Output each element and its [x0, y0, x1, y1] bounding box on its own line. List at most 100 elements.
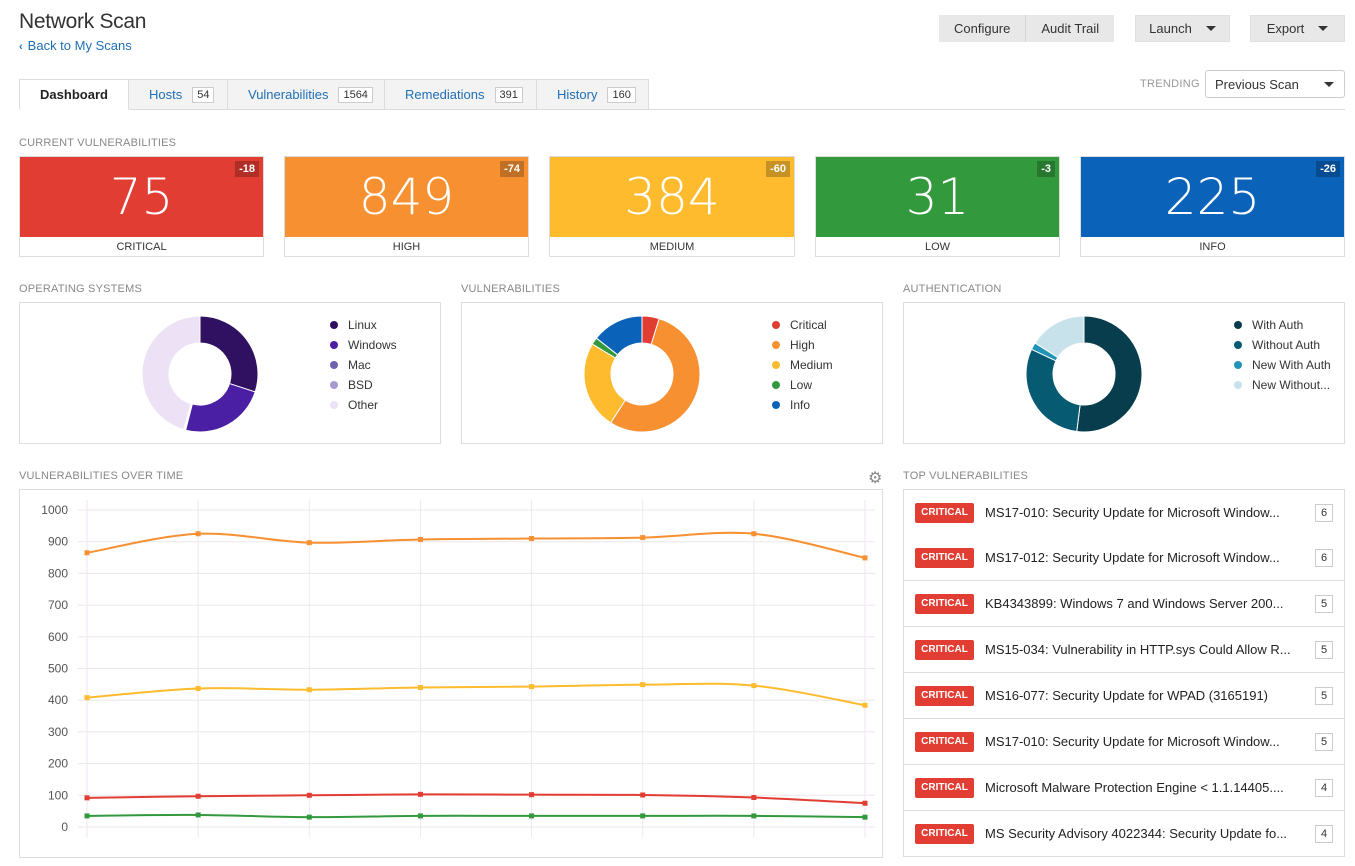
os-legend: Linux Windows Mac BSD Other: [330, 315, 397, 415]
severity-card-info[interactable]: 225 -26 INFO: [1080, 156, 1345, 257]
tab-count-badge: 391: [494, 86, 523, 103]
severity-card-low[interactable]: 31 -3 LOW: [815, 156, 1060, 257]
data-point[interactable]: [417, 813, 423, 819]
legend-item[interactable]: Medium: [772, 355, 833, 375]
data-point[interactable]: [306, 792, 312, 798]
data-point[interactable]: [84, 813, 90, 819]
donut-slice[interactable]: [1034, 315, 1085, 359]
vuln-name: MS17-010: Security Update for Microsoft …: [985, 505, 1280, 520]
donut-slice[interactable]: [1025, 348, 1081, 433]
data-point[interactable]: [751, 683, 757, 689]
auth-label: AUTHENTICATION: [903, 283, 1002, 295]
back-to-scans-link[interactable]: ‹ Back to My Scans: [19, 38, 132, 53]
gear-icon[interactable]: ⚙: [868, 470, 883, 487]
legend-item[interactable]: Other: [330, 395, 397, 415]
top-vuln-row[interactable]: CRITICAL KB4343899: Windows 7 and Windows…: [903, 581, 1345, 627]
legend-item[interactable]: Without Auth: [1234, 335, 1331, 355]
top-vuln-row[interactable]: CRITICAL MS15-034: Vulnerability in HTTP.…: [903, 627, 1345, 673]
data-point[interactable]: [306, 540, 312, 546]
legend-item[interactable]: New With Auth: [1234, 355, 1331, 375]
data-point[interactable]: [306, 814, 312, 820]
data-point[interactable]: [529, 536, 535, 542]
data-point[interactable]: [195, 685, 201, 691]
legend-item[interactable]: Windows: [330, 335, 397, 355]
data-point[interactable]: [84, 550, 90, 556]
severity-card-top: 225 -26: [1081, 157, 1344, 237]
legend-label: Linux: [348, 318, 377, 332]
legend-item[interactable]: Critical: [772, 315, 833, 335]
caret-down-icon: [1205, 26, 1216, 31]
donut-slice[interactable]: [184, 382, 256, 433]
data-point[interactable]: [640, 682, 646, 688]
trending-value: Previous Scan: [1215, 76, 1299, 92]
donut-slice[interactable]: [595, 315, 643, 356]
tab-remediations[interactable]: Remediations 391: [385, 79, 537, 110]
data-point[interactable]: [529, 684, 535, 690]
y-tick-label: 1000: [41, 503, 68, 517]
data-point[interactable]: [84, 695, 90, 701]
top-vulns-label: TOP VULNERABILITIES: [903, 470, 1029, 482]
donut-slice[interactable]: [141, 315, 201, 431]
data-point[interactable]: [195, 793, 201, 799]
data-point[interactable]: [195, 531, 201, 537]
data-point[interactable]: [862, 814, 868, 820]
top-vuln-row[interactable]: CRITICAL MS17-010: Security Update for Mi…: [903, 489, 1345, 536]
severity-name: LOW: [924, 241, 951, 253]
top-vuln-row[interactable]: CRITICAL MS17-012: Security Update for Mi…: [903, 535, 1345, 581]
legend-item[interactable]: Low: [772, 375, 833, 395]
legend-item[interactable]: Info: [772, 395, 833, 415]
data-point[interactable]: [417, 791, 423, 797]
tab-hosts[interactable]: Hosts 54: [129, 79, 228, 110]
data-point[interactable]: [640, 792, 646, 798]
severity-badge: CRITICAL: [915, 823, 974, 844]
data-point[interactable]: [529, 813, 535, 819]
legend-item[interactable]: BSD: [330, 375, 397, 395]
tab-label: Hosts: [149, 87, 183, 102]
data-point[interactable]: [862, 702, 868, 708]
legend-item[interactable]: High: [772, 335, 833, 355]
data-point[interactable]: [84, 795, 90, 801]
top-vuln-row[interactable]: CRITICAL Microsoft Malware Protection Eng…: [903, 765, 1345, 811]
donut-slice[interactable]: [609, 317, 701, 433]
data-point[interactable]: [417, 685, 423, 691]
legend-item[interactable]: With Auth: [1234, 315, 1331, 335]
legend-item[interactable]: New Without...: [1234, 375, 1331, 395]
data-point[interactable]: [751, 531, 757, 537]
tab-dashboard[interactable]: Dashboard: [19, 79, 129, 110]
configure-button[interactable]: Configure: [939, 15, 1027, 42]
data-point[interactable]: [640, 813, 646, 819]
legend-item[interactable]: Linux: [330, 315, 397, 335]
data-point[interactable]: [862, 800, 868, 806]
donut-slice[interactable]: [1076, 315, 1143, 433]
severity-card-top: 384 -60: [550, 157, 794, 237]
data-point[interactable]: [417, 536, 423, 542]
legend-item[interactable]: Mac: [330, 355, 397, 375]
data-point[interactable]: [640, 535, 646, 541]
host-count-badge: 4: [1315, 824, 1333, 843]
top-vuln-row[interactable]: CRITICAL MS17-010: Security Update for Mi…: [903, 719, 1345, 765]
data-point[interactable]: [751, 813, 757, 819]
export-button[interactable]: Export: [1250, 15, 1345, 42]
severity-card-critical[interactable]: 75 -18 CRITICAL: [19, 156, 264, 257]
launch-button[interactable]: Launch: [1135, 15, 1230, 42]
data-point[interactable]: [751, 795, 757, 801]
audit-trail-button[interactable]: Audit Trail: [1041, 21, 1100, 36]
y-tick-label: 200: [48, 757, 68, 771]
data-point[interactable]: [306, 687, 312, 693]
data-point[interactable]: [529, 792, 535, 798]
donut-slice[interactable]: [199, 315, 259, 393]
current-vulns-label: CURRENT VULNERABILITIES: [19, 137, 177, 149]
data-point[interactable]: [862, 555, 868, 561]
legend-dot-icon: [330, 361, 338, 369]
data-point[interactable]: [195, 812, 201, 818]
top-vuln-row[interactable]: CRITICAL MS16-077: Security Update for WP…: [903, 673, 1345, 719]
trending-select[interactable]: Previous Scan: [1205, 70, 1345, 98]
tab-history[interactable]: History 160: [537, 79, 649, 110]
severity-card-high[interactable]: 849 -74 HIGH: [284, 156, 529, 257]
top-vuln-row[interactable]: CRITICAL MS Security Advisory 4022344: Se…: [903, 811, 1345, 857]
tab-vulnerabilities[interactable]: Vulnerabilities 1564: [228, 79, 385, 110]
legend-label: Mac: [348, 358, 371, 372]
severity-card-medium[interactable]: 384 -60 MEDIUM: [549, 156, 795, 257]
legend-label: Without Auth: [1252, 338, 1321, 352]
